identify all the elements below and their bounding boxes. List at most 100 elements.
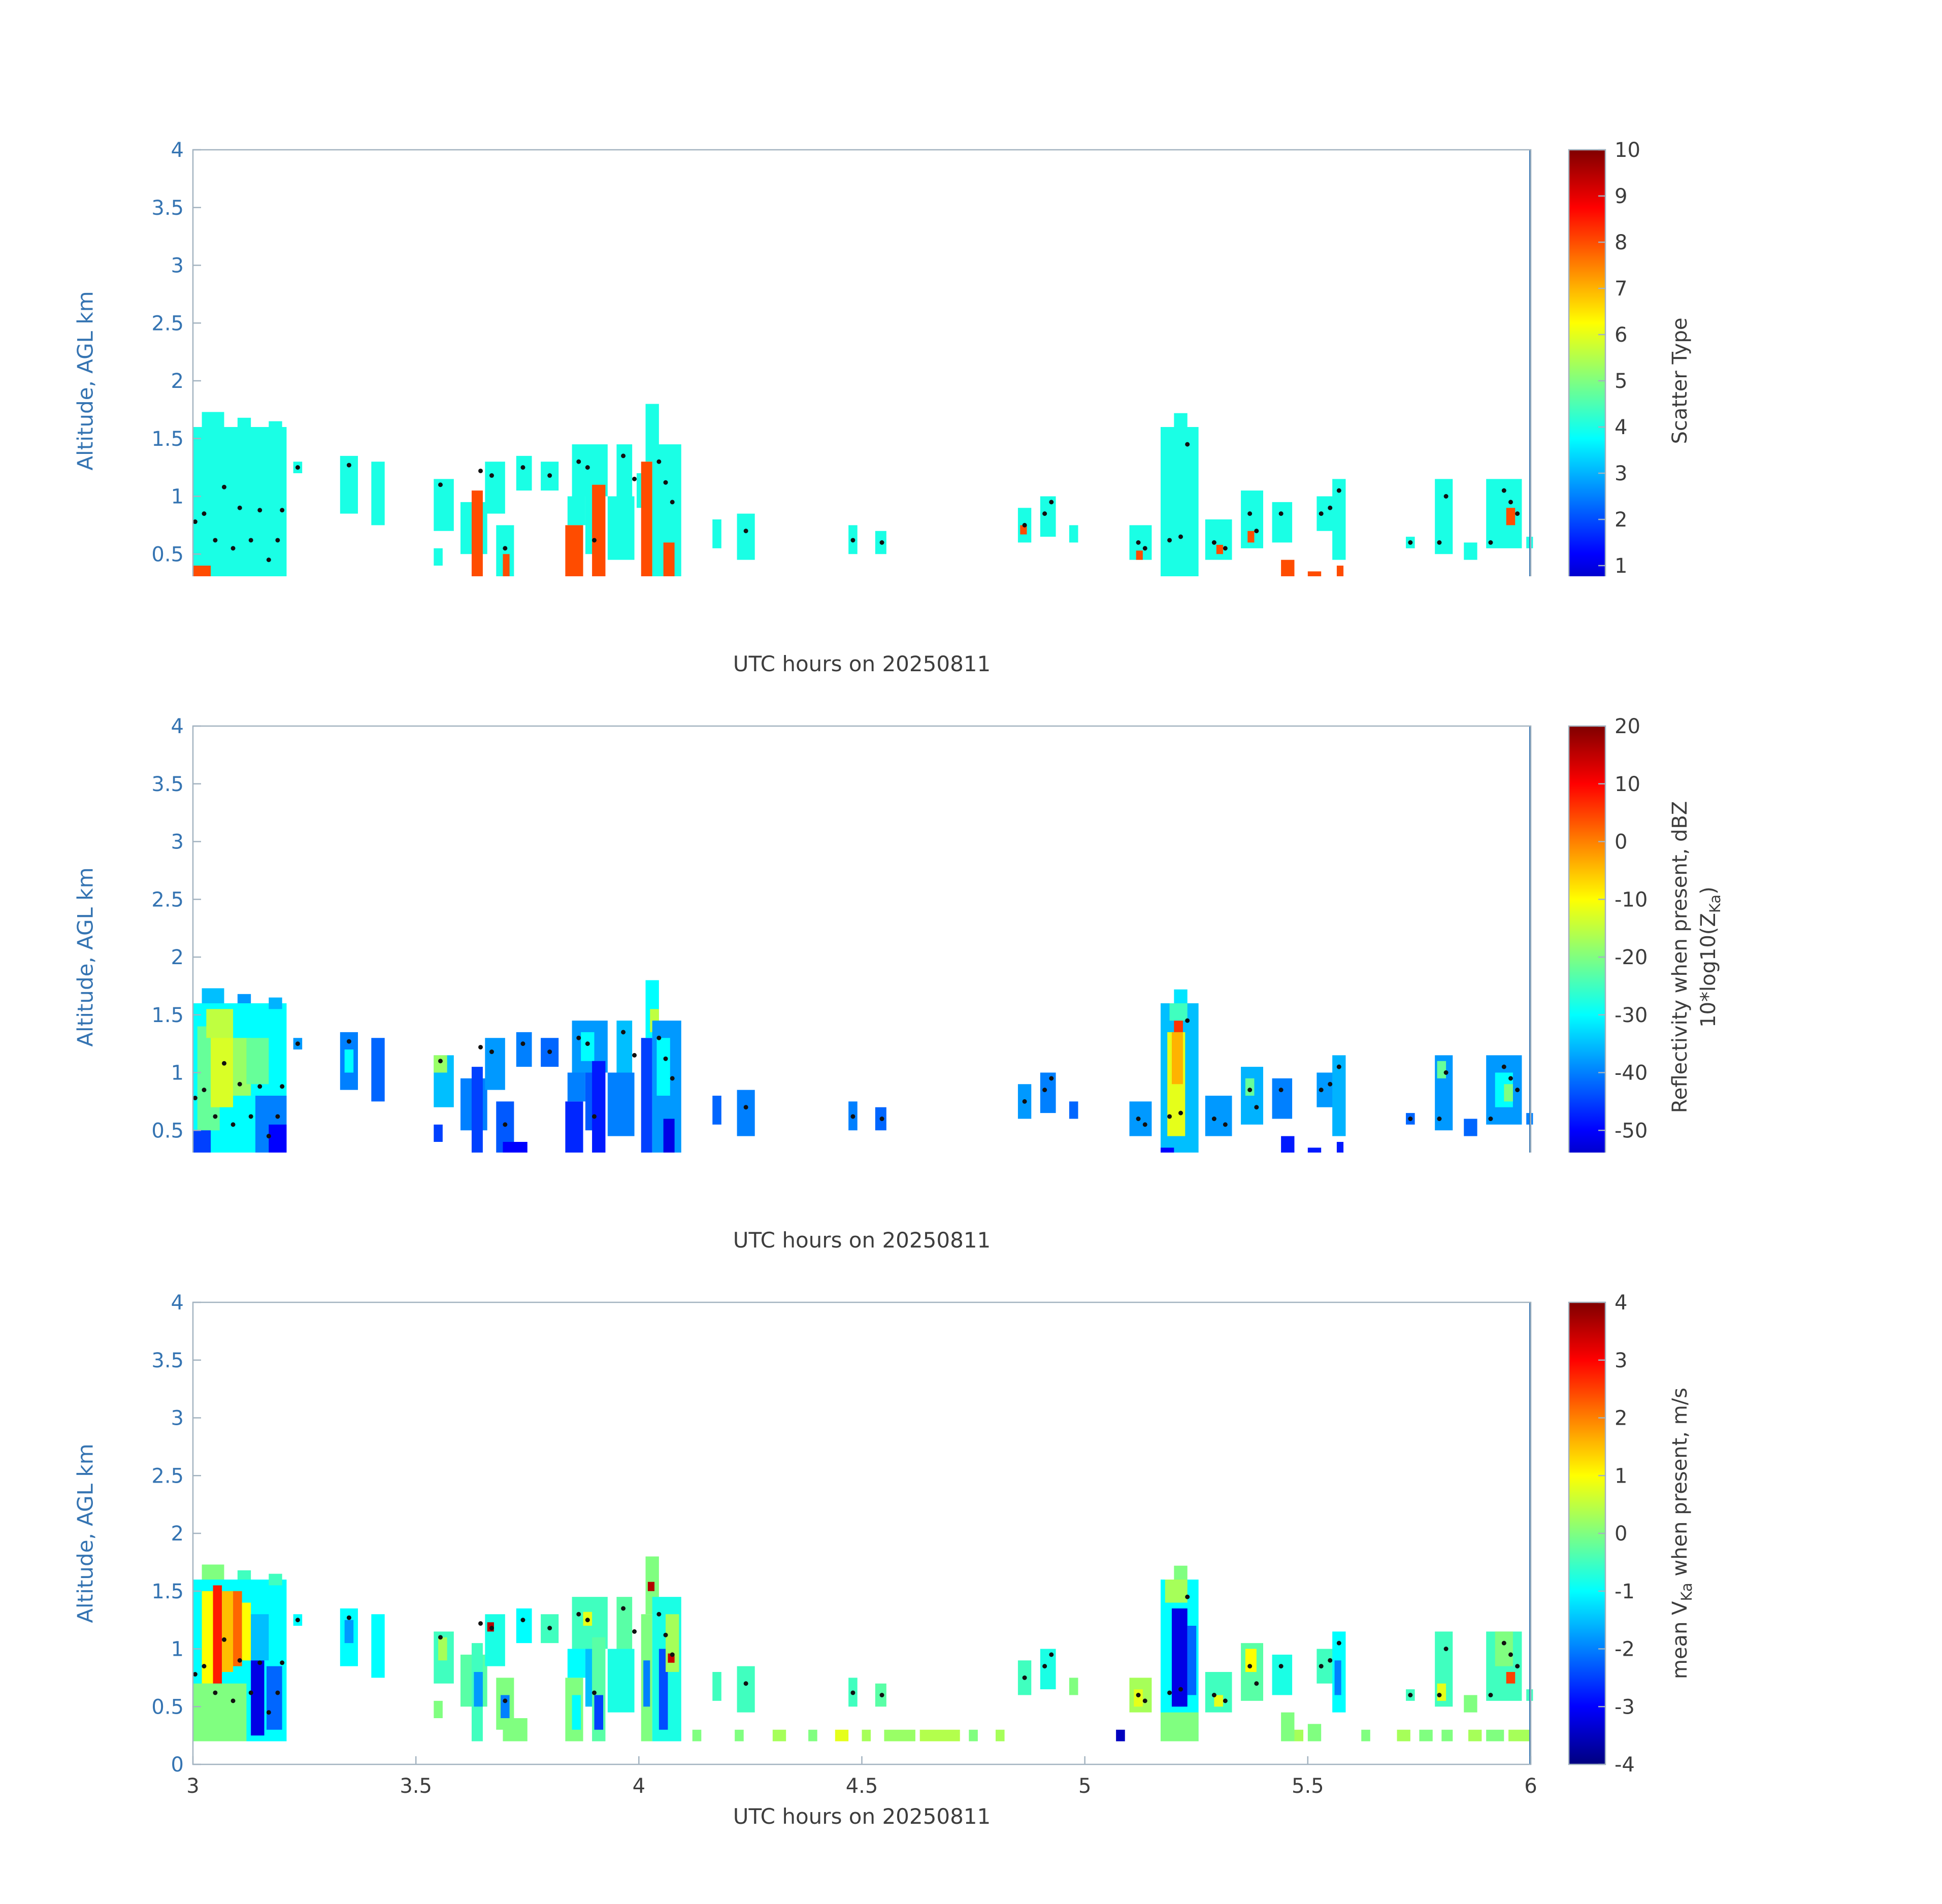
heatmap-cell xyxy=(1020,525,1027,535)
marker-dot xyxy=(1319,1664,1324,1669)
heatmap-cell xyxy=(1307,571,1322,576)
heatmap-cell xyxy=(656,1038,670,1096)
colorbar-tick-label: -3 xyxy=(1615,1695,1635,1719)
heatmap-cell xyxy=(213,1585,222,1684)
heatmap-cells xyxy=(193,404,1533,576)
marker-dot xyxy=(576,1035,581,1040)
colorbar-tick-label: 2 xyxy=(1615,1407,1627,1430)
y-tick-label: 1.5 xyxy=(151,428,184,451)
marker-dot xyxy=(670,1076,675,1081)
colorbar-tick-label: 7 xyxy=(1615,277,1627,301)
heatmap-cells xyxy=(193,1556,1533,1742)
heatmap-cell xyxy=(246,1038,269,1085)
marker-dot xyxy=(295,465,300,470)
colorbar-title-line: Reflectivity when present, dBZ xyxy=(1668,801,1692,1113)
marker-dot xyxy=(221,484,226,489)
colorbar-tick-label: -20 xyxy=(1615,946,1648,969)
marker-dot xyxy=(1167,538,1172,543)
marker-dot xyxy=(237,505,242,510)
marker-dot xyxy=(879,540,884,545)
marker-dot xyxy=(520,1041,525,1046)
heatmap-cell xyxy=(737,513,755,560)
heatmap-cell xyxy=(1272,1078,1293,1119)
heatmap-cell xyxy=(344,1049,354,1073)
marker-dot xyxy=(221,1061,226,1066)
marker-dot xyxy=(503,546,508,551)
marker-dot xyxy=(1515,1664,1520,1669)
y-tick-label: 2.5 xyxy=(151,1464,184,1488)
marker-dot xyxy=(213,1690,218,1695)
heatmap-cell xyxy=(434,1055,447,1073)
marker-dot xyxy=(1022,522,1027,528)
heatmap-cell xyxy=(269,1573,282,1586)
heatmap-cell xyxy=(969,1729,978,1742)
marker-dot xyxy=(656,1612,662,1617)
marker-dot xyxy=(257,1660,262,1665)
heatmap-cell xyxy=(647,1582,655,1591)
marker-dot xyxy=(520,1618,525,1623)
marker-dot xyxy=(202,1088,207,1093)
heatmap-cell xyxy=(269,997,282,1009)
marker-dot xyxy=(850,538,855,543)
heatmap-cell xyxy=(1214,1695,1223,1707)
marker-dot xyxy=(1437,1693,1442,1697)
marker-dot xyxy=(592,538,597,543)
heatmap-cell xyxy=(1205,1096,1232,1136)
heatmap-cell xyxy=(501,1695,510,1718)
y-tick-label: 1.5 xyxy=(151,1004,184,1027)
heatmap-cell xyxy=(594,1695,604,1730)
marker-dot xyxy=(1336,488,1341,493)
marker-dot xyxy=(295,1041,300,1046)
marker-dot xyxy=(1501,1064,1506,1069)
marker-dot xyxy=(275,1114,280,1119)
heatmap-cell xyxy=(592,1061,606,1153)
marker-dot xyxy=(1178,534,1183,539)
y-tick-label: 3.5 xyxy=(151,1349,184,1372)
y-tick-label: 2.5 xyxy=(151,888,184,911)
marker-dot xyxy=(1336,1640,1341,1646)
marker-dot xyxy=(632,1629,637,1634)
marker-dot xyxy=(1185,442,1190,447)
heatmap-cell xyxy=(193,1683,247,1742)
marker-dot xyxy=(266,1134,271,1139)
marker-dot xyxy=(1142,1698,1147,1703)
x-tick-label: 3 xyxy=(186,1775,199,1798)
marker-dot xyxy=(576,459,581,464)
marker-dot xyxy=(213,538,218,543)
marker-dot xyxy=(743,1681,748,1686)
marker-dot xyxy=(1142,1122,1147,1127)
heatmap-cell xyxy=(202,1591,213,1684)
colorbar-tick-label: -50 xyxy=(1615,1119,1648,1142)
heatmap-cell xyxy=(808,1729,817,1742)
marker-dot xyxy=(280,508,285,513)
heatmap-cell xyxy=(1171,1608,1188,1707)
heatmap-cell xyxy=(1116,1729,1125,1742)
marker-dot xyxy=(1049,1652,1054,1657)
heatmap-cell xyxy=(434,479,454,531)
y-tick-label: 4 xyxy=(171,1291,184,1315)
heatmap-cell xyxy=(206,1009,234,1038)
marker-dot xyxy=(266,557,271,563)
marker-dot xyxy=(592,1114,597,1119)
marker-dot xyxy=(576,1612,581,1617)
heatmap-cell xyxy=(616,1597,633,1649)
marker-dot xyxy=(346,1039,351,1044)
marker-dot xyxy=(743,529,748,534)
heatmap-cell xyxy=(485,462,505,514)
marker-dot xyxy=(1185,1018,1190,1023)
y-tick-label: 4 xyxy=(171,715,184,738)
heatmap-cell xyxy=(567,1072,585,1102)
heatmap-cell xyxy=(607,1072,635,1136)
heatmap-cell xyxy=(1069,1101,1078,1119)
heatmap-cell xyxy=(1069,525,1078,543)
marker-dot xyxy=(1408,1693,1413,1697)
heatmap-cell xyxy=(516,455,532,491)
heatmap-cell xyxy=(1272,502,1293,543)
colorbar-title-line: mean VKa when present, m/s xyxy=(1668,1388,1695,1679)
marker-dot xyxy=(489,1626,494,1631)
colorbar-tick-label: 20 xyxy=(1615,715,1640,738)
colorbar-tick-label: 1 xyxy=(1615,1464,1627,1488)
x-axis-label-3: UTC hours on 20250811 xyxy=(733,1804,991,1829)
marker-dot xyxy=(478,1621,483,1626)
